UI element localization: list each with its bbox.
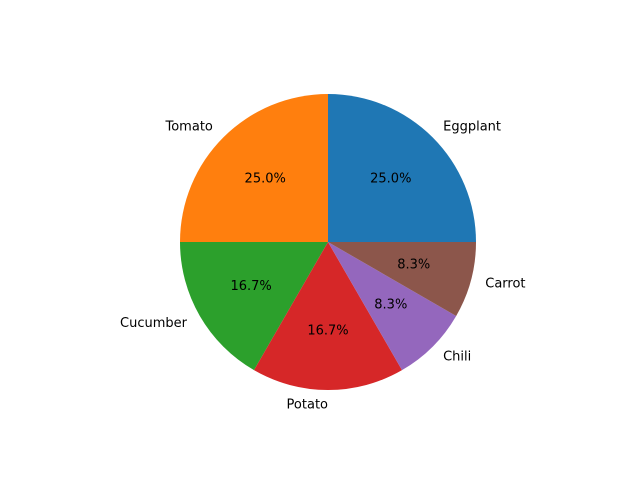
pie-slice-carrot	[328, 242, 476, 316]
pie-category-label-cucumber: Cucumber	[120, 316, 188, 331]
pie-category-labels: Eggplant Tomato Cucumber Potato Chili Carrot	[120, 119, 525, 412]
pie-percent-label-tomato: 25.0%	[245, 172, 286, 187]
pie-percent-label-carrot: 8.3%	[397, 257, 430, 272]
pie-category-label-potato: Potato	[287, 397, 328, 412]
pie-slice-eggplant	[328, 94, 476, 242]
pie-category-label-chili: Chili	[443, 350, 471, 365]
pie-category-label-tomato: Tomato	[165, 119, 213, 134]
pie-slice-tomato	[180, 94, 328, 242]
pie-slice-chili	[328, 242, 457, 371]
pie-percent-labels: 25.0% 25.0% 16.7% 16.7% 8.3% 8.3%	[230, 172, 430, 339]
pie-category-label-carrot: Carrot	[485, 277, 525, 292]
pie-slice-cucumber	[180, 242, 328, 371]
pie-slice-potato	[254, 242, 402, 390]
pie-slices	[180, 94, 476, 390]
pie-percent-label-eggplant: 25.0%	[370, 172, 411, 187]
pie-percent-label-potato: 16.7%	[307, 323, 348, 338]
pie-percent-label-chili: 8.3%	[374, 297, 407, 312]
pie-category-label-eggplant: Eggplant	[443, 119, 501, 134]
pie-percent-label-cucumber: 16.7%	[230, 279, 271, 294]
